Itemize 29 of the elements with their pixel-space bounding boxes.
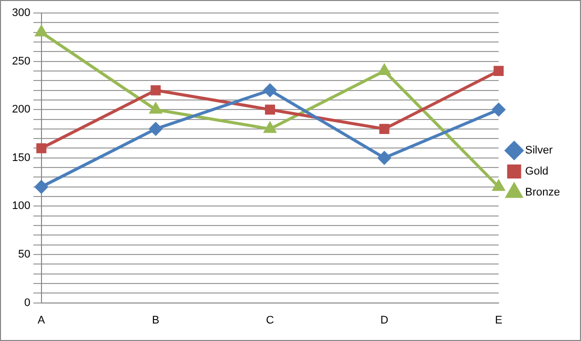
x-tick-label: A (38, 314, 46, 326)
point (264, 122, 276, 133)
point (36, 26, 48, 36)
legend-label: Bronze (525, 186, 560, 199)
x-tick-label: C (266, 314, 274, 326)
point (379, 124, 390, 134)
y-tick-label: 100 (12, 200, 30, 212)
point (494, 66, 504, 76)
point (492, 103, 506, 116)
x-tick-label: B (152, 314, 160, 326)
y-tick-label: 0 (24, 296, 30, 309)
legend-label: Gold (525, 166, 548, 178)
point (378, 64, 390, 75)
y-tick-label: 200 (12, 104, 30, 116)
y-tick-label: 250 (12, 55, 30, 68)
point (378, 151, 391, 164)
y-tick-label: 50 (18, 248, 30, 261)
x-tick-label: E (494, 314, 502, 326)
point (264, 104, 276, 115)
point (149, 122, 162, 136)
point (150, 103, 162, 114)
point (264, 84, 276, 97)
point (36, 143, 46, 154)
point (492, 180, 504, 191)
legend-label: Silver (525, 144, 553, 157)
x-tick-label: D (380, 314, 388, 326)
y-tick-label: 150 (12, 152, 30, 164)
y-tick-label: 300 (12, 7, 30, 20)
point (150, 85, 161, 96)
